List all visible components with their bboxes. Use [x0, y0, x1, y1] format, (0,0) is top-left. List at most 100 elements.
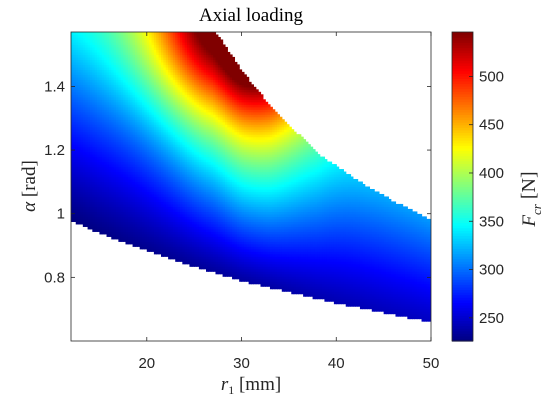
- heat-cell: [175, 171, 179, 175]
- heat-cell: [198, 243, 202, 247]
- heat-cell: [71, 176, 74, 180]
- heat-cell: [123, 238, 127, 242]
- heat-cell: [196, 206, 200, 210]
- heat-cell: [127, 203, 131, 208]
- heat-cell: [187, 184, 191, 188]
- heat-cell: [108, 176, 112, 180]
- heat-cell: [132, 226, 136, 230]
- heat-cell: [198, 176, 202, 180]
- heat-cell: [191, 121, 195, 125]
- heat-cell: [196, 101, 200, 105]
- heat-cell: [194, 246, 198, 250]
- heat-cell: [137, 84, 141, 88]
- heat-cell: [165, 51, 169, 56]
- heat-cell: [175, 86, 179, 90]
- heat-cell: [165, 66, 169, 70]
- heat-cell: [198, 76, 202, 80]
- heat-cell: [182, 69, 186, 73]
- heat-cell: [78, 39, 82, 43]
- heat-cell: [137, 94, 141, 98]
- heat-cell: [94, 228, 98, 232]
- heat-cell: [172, 41, 176, 46]
- heat-cell: [111, 169, 115, 173]
- heat-cell: [177, 106, 181, 110]
- heat-cell: [139, 164, 143, 168]
- heat-cell: [187, 253, 191, 257]
- heat-cell: [198, 139, 202, 143]
- heat-cell: [104, 186, 108, 190]
- heat-cell: [151, 106, 155, 110]
- heat-cell: [71, 51, 74, 56]
- heat-cell: [132, 129, 136, 133]
- heat-cell: [73, 149, 77, 153]
- heat-cell: [196, 141, 200, 145]
- heat-cell: [80, 121, 84, 125]
- heat-cell: [80, 208, 84, 213]
- heat-cell: [142, 71, 146, 75]
- heat-cell: [198, 116, 202, 120]
- heat-cell: [198, 51, 202, 56]
- heat-cell: [146, 126, 150, 130]
- heat-cell: [198, 114, 202, 118]
- heat-cell: [101, 74, 105, 78]
- heat-cell: [101, 114, 105, 118]
- heat-cell: [172, 81, 176, 85]
- heat-cell: [198, 208, 202, 213]
- heat-cell: [92, 71, 96, 75]
- heat-cell: [158, 51, 162, 56]
- heat-cell: [87, 61, 91, 65]
- heat-cell: [104, 51, 108, 56]
- heat-cell: [163, 253, 167, 257]
- heat-cell: [144, 184, 148, 188]
- heat-cell: [73, 141, 77, 145]
- heat-cell: [184, 51, 188, 56]
- heat-cell: [118, 221, 122, 225]
- heat-cell: [130, 124, 134, 128]
- heat-cell: [156, 96, 160, 100]
- heat-cell: [120, 139, 124, 143]
- heat-cell: [196, 41, 200, 46]
- heat-cell: [144, 139, 148, 143]
- heat-cell: [99, 201, 103, 205]
- heat-cell: [111, 198, 115, 203]
- heat-cell: [163, 206, 167, 210]
- heat-cell: [151, 49, 155, 53]
- heat-cell: [163, 81, 167, 85]
- heat-cell: [125, 99, 129, 103]
- heat-cell: [203, 134, 207, 138]
- heat-cell: [156, 131, 160, 135]
- heat-cell: [165, 251, 169, 255]
- heat-cell: [132, 91, 136, 95]
- heat-cell: [177, 238, 181, 242]
- heat-cell: [73, 154, 77, 158]
- heat-cell: [170, 166, 174, 170]
- heat-cell: [156, 49, 160, 53]
- heat-cell: [73, 71, 77, 75]
- heat-cell: [144, 144, 148, 148]
- heat-cell: [75, 221, 79, 225]
- heat-cell: [179, 226, 183, 230]
- heat-cell: [108, 174, 112, 178]
- heat-cell: [156, 41, 160, 46]
- heat-cell: [182, 39, 186, 43]
- heat-cell: [165, 141, 169, 145]
- heat-cell: [146, 134, 150, 138]
- heat-cell: [163, 124, 167, 128]
- heat-cell: [132, 76, 136, 80]
- heat-cell: [71, 129, 74, 133]
- heat-cell: [179, 184, 183, 188]
- heat-cell: [146, 32, 150, 36]
- heat-cell: [134, 104, 138, 108]
- heat-cell: [196, 149, 200, 153]
- heat-cell: [191, 134, 195, 138]
- heat-cell: [134, 74, 138, 78]
- heat-cell: [71, 161, 74, 165]
- heat-cell: [87, 196, 91, 200]
- heat-cell: [206, 226, 209, 230]
- heat-cell: [89, 213, 93, 217]
- heat-cell: [179, 39, 183, 43]
- heat-cell: [144, 104, 148, 108]
- heat-cell: [198, 236, 202, 240]
- heat-cell: [132, 196, 136, 200]
- heat-cell: [177, 144, 181, 148]
